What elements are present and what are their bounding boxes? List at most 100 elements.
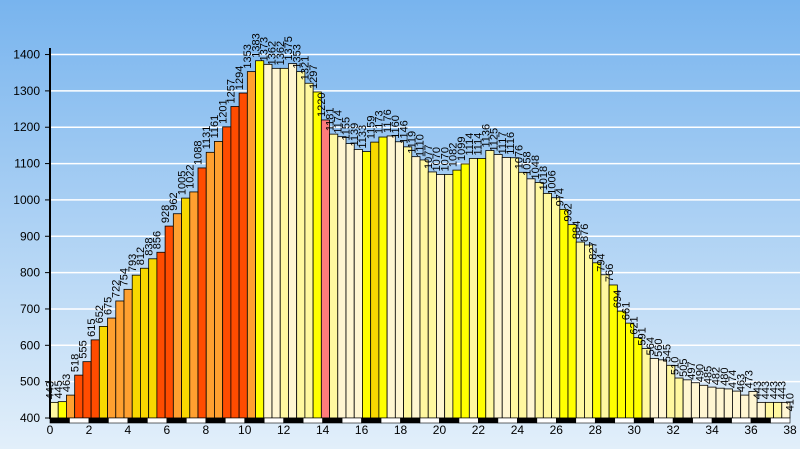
data-label: 1114: [464, 133, 476, 156]
data-label: 1058: [522, 151, 534, 175]
elevation-bar: [477, 158, 487, 419]
data-label: 884: [571, 221, 583, 239]
elevation-bar: [633, 337, 643, 419]
elevation-bar: [460, 163, 470, 419]
data-label: 838: [143, 237, 155, 255]
data-label: 1099: [456, 136, 468, 160]
data-label: 443: [776, 381, 788, 399]
data-label: 1076: [513, 145, 525, 169]
elevation-bar: [526, 178, 536, 419]
data-label: 474: [727, 370, 739, 388]
elevation-bar: [386, 135, 396, 419]
y-tick-label: 1200: [13, 120, 40, 134]
data-label: 1174: [332, 110, 344, 134]
elevation-bar: [559, 208, 569, 419]
elevation-bar: [419, 159, 429, 419]
data-label: 962: [168, 192, 180, 210]
elevation-bar: [271, 67, 281, 419]
elevation-bar: [625, 322, 635, 419]
data-label: 876: [579, 224, 591, 242]
elevation-bar: [214, 141, 224, 419]
elevation-bar: [362, 151, 372, 419]
elevation-bar: [197, 167, 207, 419]
x-tick-label: 16: [355, 423, 369, 437]
data-label: 1353: [291, 44, 303, 68]
data-label: 1220: [316, 92, 328, 116]
elevation-bar: [740, 394, 750, 419]
data-label: 1119: [406, 131, 418, 154]
data-label: 443: [768, 381, 780, 399]
y-tick-label: 1400: [13, 48, 40, 62]
data-label: 1018: [538, 166, 550, 190]
x-tick-label: 8: [202, 423, 209, 437]
elevation-bar: [172, 213, 182, 419]
elevation-bar: [715, 387, 725, 419]
elevation-bar: [57, 401, 67, 419]
elevation-bar: [238, 92, 248, 419]
elevation-bar: [723, 388, 733, 419]
elevation-bar: [205, 151, 215, 419]
data-label: 445: [53, 380, 65, 398]
data-label: 463: [61, 374, 73, 392]
x-tick-label: 22: [472, 423, 486, 437]
y-tick-labels: 400 500 600 700 800 900 1000 1100 1200 1300 1400: [13, 48, 40, 425]
elevation-bar: [551, 197, 561, 419]
elevation-bar: [682, 379, 692, 419]
data-label: 1181: [324, 107, 336, 131]
data-label: 1077: [423, 144, 435, 168]
data-label: 1114: [472, 133, 484, 156]
data-label: 1297: [308, 64, 320, 88]
elevation-bar: [255, 60, 265, 419]
elevation-bar: [115, 300, 125, 419]
elevation-bar: [66, 394, 76, 419]
elevation-bar: [600, 274, 610, 419]
y-tick-label: 600: [20, 338, 40, 352]
data-label: 1176: [382, 109, 394, 133]
elevation-bar: [181, 197, 191, 419]
data-label: 1173: [374, 110, 386, 134]
data-label: 1362: [275, 41, 287, 65]
data-label: 1201: [217, 99, 229, 123]
y-tick-label: 1100: [14, 157, 40, 171]
data-label: 974: [554, 188, 566, 206]
x-axis-segment: [770, 417, 791, 424]
elevation-bar: [658, 359, 668, 419]
elevation-bar: [452, 169, 462, 419]
elevation-bar: [592, 262, 602, 419]
elevation-bar: [690, 382, 700, 419]
elevation-bar: [616, 310, 626, 419]
y-tick-label: 500: [20, 375, 40, 389]
data-label: 856: [152, 231, 164, 249]
data-label: 443: [760, 381, 772, 399]
elevation-bar: [320, 119, 330, 419]
elevation-bar: [378, 136, 388, 419]
data-label: 1294: [234, 66, 246, 90]
x-tick-label: 26: [550, 423, 564, 437]
elevation-bar: [403, 146, 413, 419]
elevation-bar: [329, 133, 339, 419]
elevation-bar: [411, 156, 421, 419]
elevation-bar: [764, 401, 774, 419]
data-label: 1005: [176, 171, 188, 195]
elevation-bar: [518, 171, 528, 419]
data-label: 473: [744, 370, 756, 388]
x-tick-labels: 0 2 4 6 8 10 12 14 16 18 20 22 24 26 28 30 32 34 36 38: [47, 423, 797, 437]
data-label: 518: [69, 354, 81, 372]
data-label: 661: [620, 302, 632, 320]
elevation-bar: [148, 258, 158, 419]
x-tick-label: 28: [589, 423, 603, 437]
x-tick-label: 24: [511, 423, 525, 437]
data-label: 621: [628, 316, 640, 334]
x-tick-label: 10: [238, 423, 252, 437]
data-label: 1022: [184, 164, 196, 188]
data-label: 545: [661, 344, 673, 362]
data-label: 1131: [201, 126, 213, 150]
data-label: 490: [694, 364, 706, 382]
data-label: 1110: [415, 134, 427, 157]
elevation-bar: [288, 63, 298, 419]
data-label: 928: [160, 205, 172, 223]
x-tick-label: 2: [86, 423, 93, 437]
elevation-bar: [107, 317, 117, 419]
data-label: 480: [719, 368, 731, 386]
